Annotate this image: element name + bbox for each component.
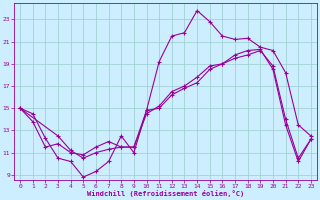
- X-axis label: Windchill (Refroidissement éolien,°C): Windchill (Refroidissement éolien,°C): [87, 190, 244, 197]
